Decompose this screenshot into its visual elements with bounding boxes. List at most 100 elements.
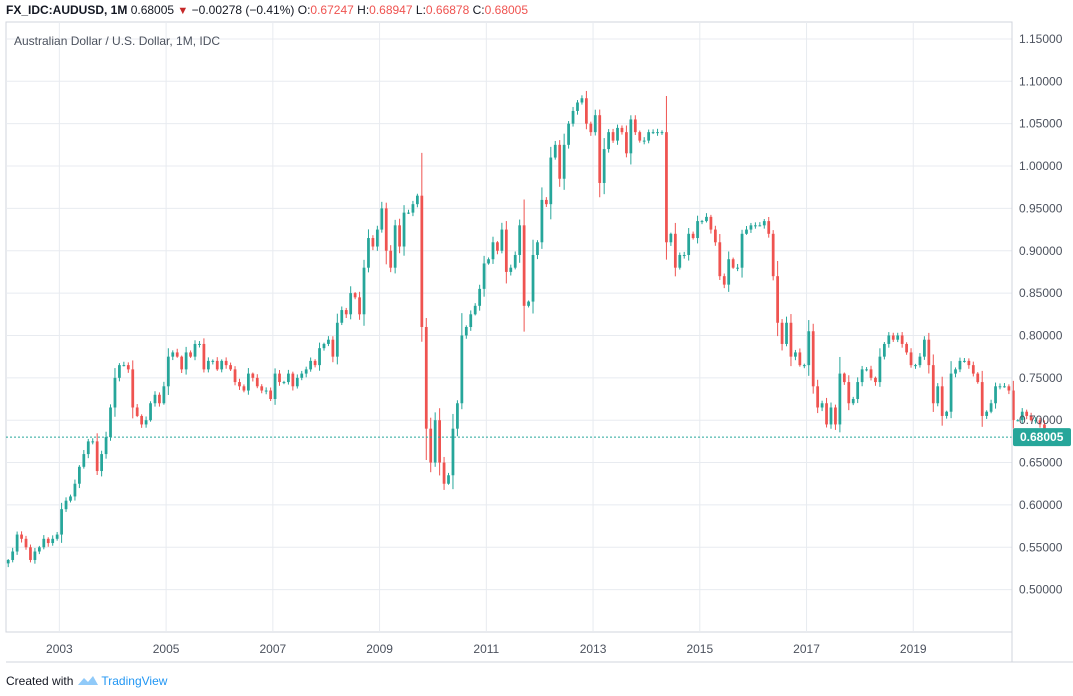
candle-body[interactable]: [625, 132, 628, 154]
candle-body[interactable]: [86, 441, 90, 455]
candle-body[interactable]: [544, 199, 548, 205]
candle-body[interactable]: [789, 322, 793, 357]
candle-body[interactable]: [620, 127, 624, 133]
candle-body[interactable]: [287, 373, 290, 383]
candle-body[interactable]: [758, 225, 762, 227]
candle-body[interactable]: [958, 360, 962, 370]
candle-body[interactable]: [909, 352, 913, 366]
candle-body[interactable]: [206, 360, 210, 370]
candle-body[interactable]: [709, 216, 713, 230]
candle-body[interactable]: [896, 335, 900, 340]
candle-body[interactable]: [24, 538, 28, 548]
candle-body[interactable]: [660, 132, 664, 134]
candle-body[interactable]: [731, 259, 735, 268]
candle-body[interactable]: [451, 428, 455, 476]
candle-body[interactable]: [322, 343, 326, 349]
candle-body[interactable]: [282, 382, 286, 384]
candle-body[interactable]: [989, 403, 993, 412]
candle-body[interactable]: [1016, 420, 1020, 422]
candle-body[interactable]: [518, 225, 522, 255]
candle-body[interactable]: [318, 348, 321, 366]
candle-body[interactable]: [602, 149, 606, 183]
candle-body[interactable]: [971, 365, 975, 374]
candle-body[interactable]: [220, 360, 224, 370]
candle-body[interactable]: [353, 293, 357, 298]
candle-body[interactable]: [389, 250, 393, 268]
candle-body[interactable]: [273, 373, 277, 400]
candle-body[interactable]: [562, 144, 566, 179]
candle-body[interactable]: [856, 382, 860, 400]
candle-body[interactable]: [794, 352, 797, 357]
candle-body[interactable]: [656, 132, 659, 134]
candle-body[interactable]: [6, 559, 10, 564]
candle-body[interactable]: [576, 102, 579, 111]
candle-body[interactable]: [914, 365, 917, 367]
candle-body[interactable]: [598, 115, 602, 183]
candle-body[interactable]: [1029, 415, 1033, 421]
candle-body[interactable]: [1007, 386, 1011, 391]
candle-body[interactable]: [509, 267, 513, 272]
y-axis[interactable]: 0.50000 0.55000 0.60000 0.65000 0.70000 0.750…: [1019, 32, 1063, 597]
candle-body[interactable]: [860, 369, 864, 383]
candle-body[interactable]: [358, 297, 361, 315]
candle-body[interactable]: [184, 352, 188, 370]
candle-body[interactable]: [131, 369, 135, 408]
candle-body[interactable]: [500, 229, 504, 251]
candle-body[interactable]: [998, 386, 1002, 388]
candle-body[interactable]: [638, 132, 642, 141]
candle-body[interactable]: [384, 208, 388, 251]
candle-body[interactable]: [33, 551, 37, 560]
candle-body[interactable]: [95, 441, 99, 472]
candle-body[interactable]: [531, 254, 535, 302]
x-axis[interactable]: 2003 2005 2007 2009 2011 2013 2015 2017 2019: [46, 642, 927, 656]
candle-body[interactable]: [487, 259, 490, 264]
candle-body[interactable]: [878, 356, 882, 383]
candle-body[interactable]: [954, 369, 957, 374]
candle-body[interactable]: [558, 144, 562, 179]
candle-body[interactable]: [963, 360, 966, 362]
candle-body[interactable]: [11, 551, 15, 560]
candle-body[interactable]: [73, 483, 77, 497]
candle-body[interactable]: [447, 475, 450, 484]
candle-body[interactable]: [549, 157, 553, 205]
candle-body[interactable]: [718, 242, 722, 277]
candle-body[interactable]: [1025, 411, 1029, 416]
candles[interactable]: [6, 90, 1051, 568]
candle-body[interactable]: [536, 242, 539, 255]
candle-body[interactable]: [949, 373, 953, 412]
candle-body[interactable]: [78, 466, 81, 484]
candle-body[interactable]: [749, 225, 753, 230]
candle-body[interactable]: [780, 322, 784, 344]
candle-body[interactable]: [940, 386, 944, 416]
candle-body[interactable]: [29, 547, 32, 560]
candle-body[interactable]: [291, 373, 295, 387]
candle-body[interactable]: [1020, 411, 1024, 421]
tradingview-brand[interactable]: TradingView: [101, 674, 168, 688]
candle-body[interactable]: [327, 339, 330, 344]
candle-body[interactable]: [464, 327, 468, 336]
candle-body[interactable]: [20, 534, 23, 539]
candle-body[interactable]: [402, 212, 406, 247]
candle-body[interactable]: [580, 98, 584, 103]
candle-body[interactable]: [482, 263, 486, 289]
candle-body[interactable]: [140, 415, 144, 425]
candle-body[interactable]: [229, 365, 232, 370]
candle-body[interactable]: [433, 420, 437, 463]
candle-body[interactable]: [705, 216, 708, 222]
candle-body[interactable]: [669, 233, 673, 243]
candle-body[interactable]: [696, 221, 699, 239]
candle-body[interactable]: [166, 356, 170, 387]
candle-body[interactable]: [927, 339, 931, 366]
candle-body[interactable]: [1003, 386, 1006, 388]
candle-body[interactable]: [722, 276, 726, 285]
candle-body[interactable]: [158, 394, 161, 404]
candle-body[interactable]: [171, 352, 175, 357]
candle-body[interactable]: [771, 233, 775, 277]
candle-body[interactable]: [344, 310, 348, 315]
candle-body[interactable]: [469, 314, 473, 327]
candle-body[interactable]: [665, 132, 668, 243]
candle-body[interactable]: [745, 229, 748, 234]
candle-body[interactable]: [651, 132, 655, 134]
candle-body[interactable]: [211, 360, 215, 362]
candle-body[interactable]: [838, 373, 842, 425]
